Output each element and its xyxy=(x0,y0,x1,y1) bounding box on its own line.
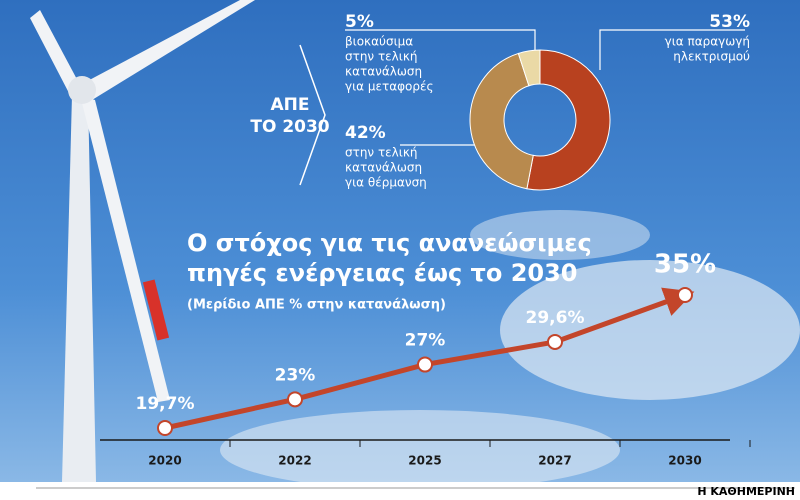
x-tick-label: 2027 xyxy=(538,454,571,468)
cloud xyxy=(470,210,650,260)
slice-label: στην τελική xyxy=(345,146,418,160)
cloud xyxy=(500,260,800,400)
value-label: 27% xyxy=(405,331,446,351)
value-label: 35% xyxy=(654,250,716,280)
slice-label: για παραγωγή xyxy=(665,35,750,49)
data-point xyxy=(157,420,173,436)
donut-title: ΑΠΕ xyxy=(271,95,310,115)
wind-turbine xyxy=(30,0,255,482)
x-tick-label: 2022 xyxy=(278,454,311,468)
slice-label: στην τελική xyxy=(345,50,418,64)
slice-label: κατανάλωση xyxy=(345,161,422,175)
value-label: 19,7% xyxy=(136,394,195,414)
donut-slice xyxy=(469,52,534,190)
donut-slice xyxy=(517,49,541,87)
value-label: 53% xyxy=(709,12,750,32)
x-tick-label: 2030 xyxy=(668,454,701,468)
data-point xyxy=(547,333,563,350)
value-label: 23% xyxy=(275,365,316,385)
chart-subtitle: (Μερίδιο ΑΠΕ % στην κατανάλωση) xyxy=(187,298,446,313)
donut-title: ΤΟ 2030 xyxy=(250,117,329,137)
chart-title: πηγές ενέργειας έως το 2030 xyxy=(187,259,578,287)
x-tick-label: 2020 xyxy=(148,454,181,468)
value-label: 42% xyxy=(345,123,386,143)
value-label: 5% xyxy=(345,12,374,32)
leader-lines xyxy=(345,29,745,146)
cloud xyxy=(220,410,620,490)
value-label: 29,6% xyxy=(526,308,585,328)
background xyxy=(0,0,800,482)
data-point xyxy=(677,287,693,303)
slice-label: για θέρμανση xyxy=(345,176,427,190)
donut-slice xyxy=(526,49,611,191)
x-tick-label: 2025 xyxy=(408,454,441,468)
bracket xyxy=(299,44,326,186)
data-point xyxy=(287,391,303,408)
chart-title: Ο στόχος για τις ανανεώσιμες xyxy=(187,229,592,257)
data-point xyxy=(417,356,433,373)
source: Η ΚΑΘΗΜΕΡΙΝΗ xyxy=(697,485,795,498)
slice-label: βιοκαύσιμα xyxy=(345,35,413,49)
footer xyxy=(0,482,800,500)
slice-label: κατανάλωση xyxy=(345,65,422,79)
slice-label: ηλεκτρισμού xyxy=(673,50,750,64)
slice-label: για μεταφορές xyxy=(345,80,434,94)
